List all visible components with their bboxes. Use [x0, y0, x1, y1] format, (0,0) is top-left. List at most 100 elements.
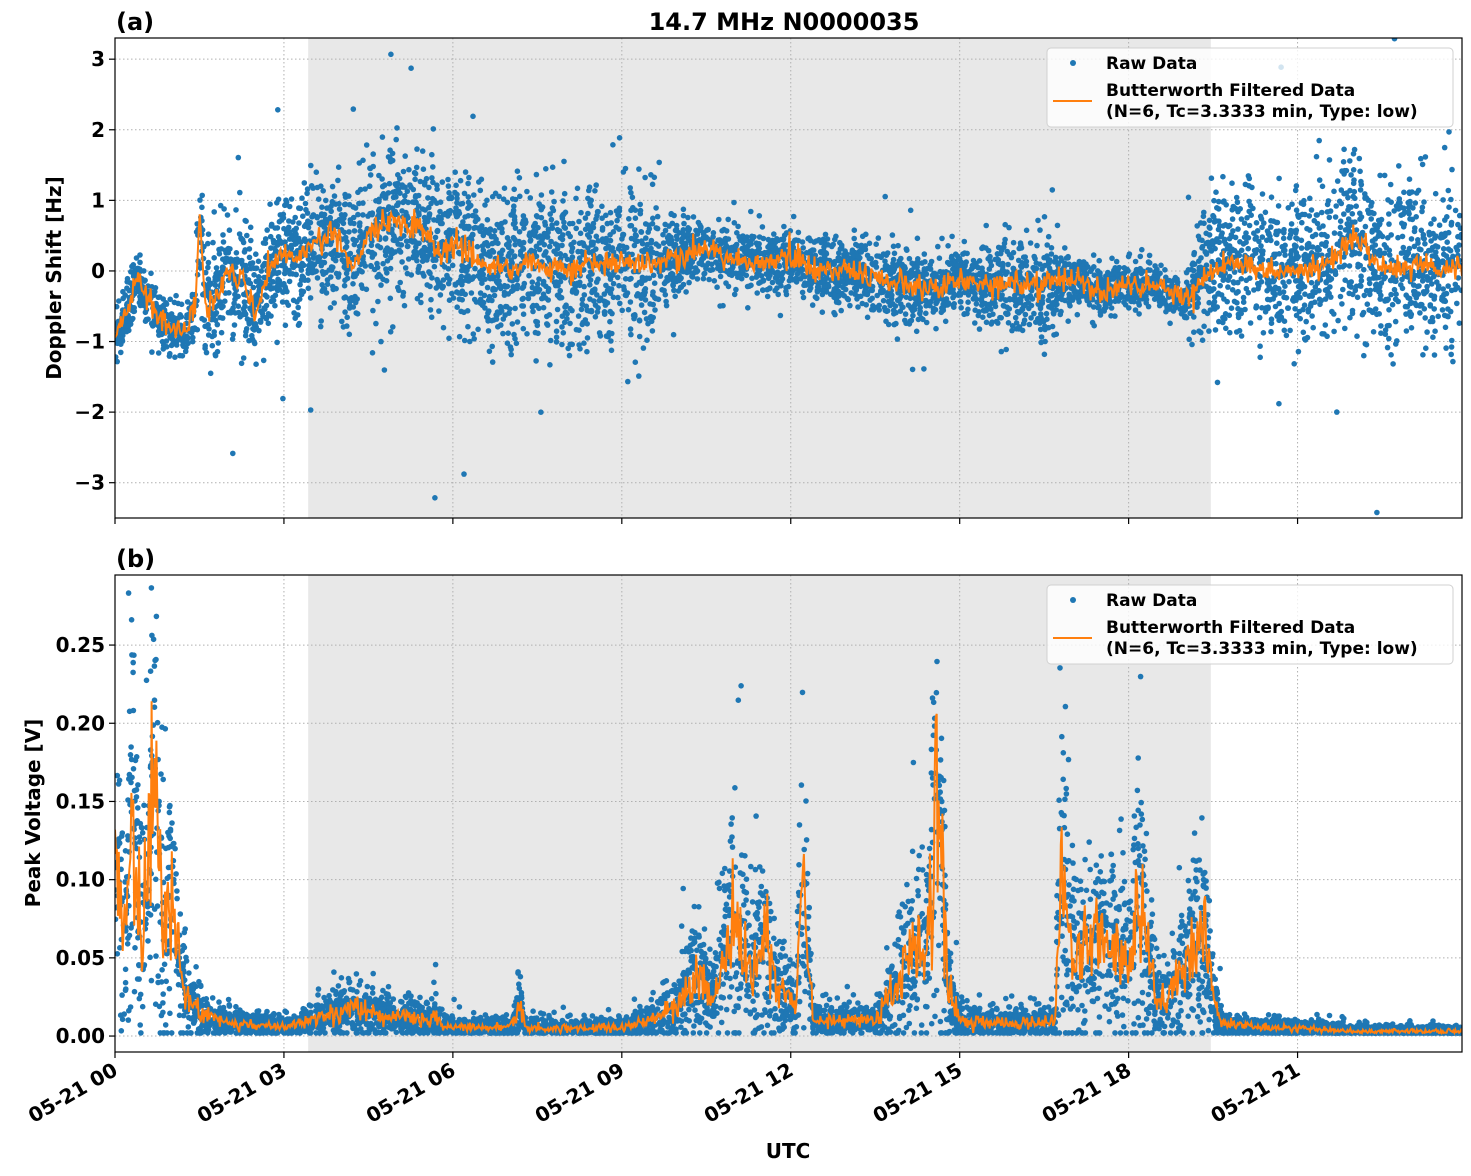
- raw-data-point: [1139, 247, 1145, 253]
- raw-data-point: [994, 256, 1000, 262]
- raw-data-point: [757, 234, 763, 240]
- raw-data-point: [624, 245, 630, 251]
- raw-data-point: [650, 289, 656, 295]
- raw-data-point: [551, 199, 557, 205]
- raw-data-point: [604, 333, 610, 339]
- raw-data-point: [402, 153, 408, 159]
- raw-data-point: [836, 300, 842, 306]
- raw-data-point: [242, 218, 248, 224]
- raw-data-point: [570, 221, 576, 227]
- raw-data-point: [603, 213, 609, 219]
- raw-data-point: [341, 295, 347, 301]
- raw-data-point: [823, 232, 829, 238]
- raw-data-point: [983, 223, 989, 229]
- raw-data-point: [625, 379, 631, 385]
- raw-data-point: [1216, 319, 1222, 325]
- raw-data-point: [701, 276, 707, 282]
- raw-data-point: [924, 320, 930, 326]
- raw-data-point: [469, 290, 475, 296]
- raw-data-point: [1271, 252, 1277, 258]
- raw-data-point: [1133, 259, 1139, 265]
- raw-data-point: [1347, 158, 1353, 164]
- raw-data-point: [1337, 231, 1343, 237]
- raw-data-point: [964, 311, 970, 317]
- raw-data-point: [369, 250, 375, 256]
- raw-data-point: [1312, 218, 1318, 224]
- raw-data-point: [1433, 191, 1439, 197]
- raw-data-point: [1432, 328, 1438, 334]
- raw-data-point: [915, 236, 921, 242]
- raw-data-point: [1401, 245, 1407, 251]
- raw-data-point: [1013, 315, 1019, 321]
- raw-data-point: [610, 142, 616, 148]
- raw-data-point: [1280, 280, 1286, 286]
- raw-data-point: [922, 251, 928, 257]
- raw-data-point: [930, 273, 936, 279]
- raw-data-point: [1423, 154, 1429, 160]
- raw-data-point: [1449, 338, 1455, 344]
- raw-data-point: [789, 271, 795, 277]
- raw-data-point: [413, 171, 419, 177]
- raw-data-point: [1235, 226, 1241, 232]
- raw-data-point: [1353, 203, 1359, 209]
- raw-data-point: [1186, 337, 1192, 343]
- raw-data-point: [266, 321, 272, 327]
- raw-data-point: [368, 264, 374, 270]
- raw-data-point: [264, 227, 270, 233]
- raw-data-point: [1201, 324, 1207, 330]
- raw-data-point: [949, 234, 955, 240]
- raw-data-point: [541, 281, 547, 287]
- raw-data-point: [227, 227, 233, 233]
- raw-data-point: [1339, 301, 1345, 307]
- raw-data-point: [1303, 319, 1309, 325]
- raw-data-point: [484, 198, 490, 204]
- raw-data-point: [1331, 189, 1337, 195]
- raw-data-point: [1109, 271, 1115, 277]
- raw-data-point: [1348, 279, 1354, 285]
- raw-data-point: [1038, 327, 1044, 333]
- raw-data-point: [390, 324, 396, 330]
- raw-data-point: [342, 283, 348, 289]
- raw-data-point: [281, 215, 287, 221]
- raw-data-point: [1287, 328, 1293, 334]
- raw-data-point: [1245, 246, 1251, 252]
- raw-data-point: [418, 292, 424, 298]
- raw-data-point: [294, 299, 300, 305]
- raw-data-point: [1294, 207, 1300, 213]
- raw-data-point: [777, 264, 783, 270]
- raw-data-point: [272, 303, 278, 309]
- raw-data-point: [518, 249, 524, 255]
- raw-data-point: [1284, 333, 1290, 339]
- raw-data-point: [1046, 259, 1052, 265]
- raw-data-point: [760, 224, 766, 230]
- raw-data-point: [293, 226, 299, 232]
- raw-data-point: [1201, 309, 1207, 315]
- raw-data-point: [867, 297, 873, 303]
- raw-data-point: [431, 197, 437, 203]
- raw-data-point: [404, 238, 410, 244]
- raw-data-point: [555, 307, 561, 313]
- raw-data-point: [628, 326, 634, 332]
- raw-data-point: [1404, 328, 1410, 334]
- raw-data-point: [323, 198, 329, 204]
- raw-data-point: [397, 190, 403, 196]
- raw-data-point: [649, 238, 655, 244]
- raw-data-point: [430, 164, 436, 170]
- raw-data-point: [478, 188, 484, 194]
- raw-data-point: [296, 205, 302, 211]
- raw-data-point: [1215, 380, 1221, 386]
- raw-data-point: [1031, 254, 1037, 260]
- raw-data-point: [642, 175, 648, 181]
- raw-data-point: [683, 289, 689, 295]
- raw-data-point: [1034, 260, 1040, 266]
- raw-data-point: [1157, 271, 1163, 277]
- raw-data-point: [1317, 177, 1323, 183]
- raw-data-point: [492, 293, 498, 299]
- raw-data-point: [1373, 242, 1379, 248]
- raw-data-point: [1276, 203, 1282, 209]
- raw-data-point: [353, 205, 359, 211]
- raw-data-point: [246, 338, 252, 344]
- raw-data-point: [695, 268, 701, 274]
- raw-data-point: [401, 169, 407, 175]
- raw-data-point: [1436, 283, 1442, 289]
